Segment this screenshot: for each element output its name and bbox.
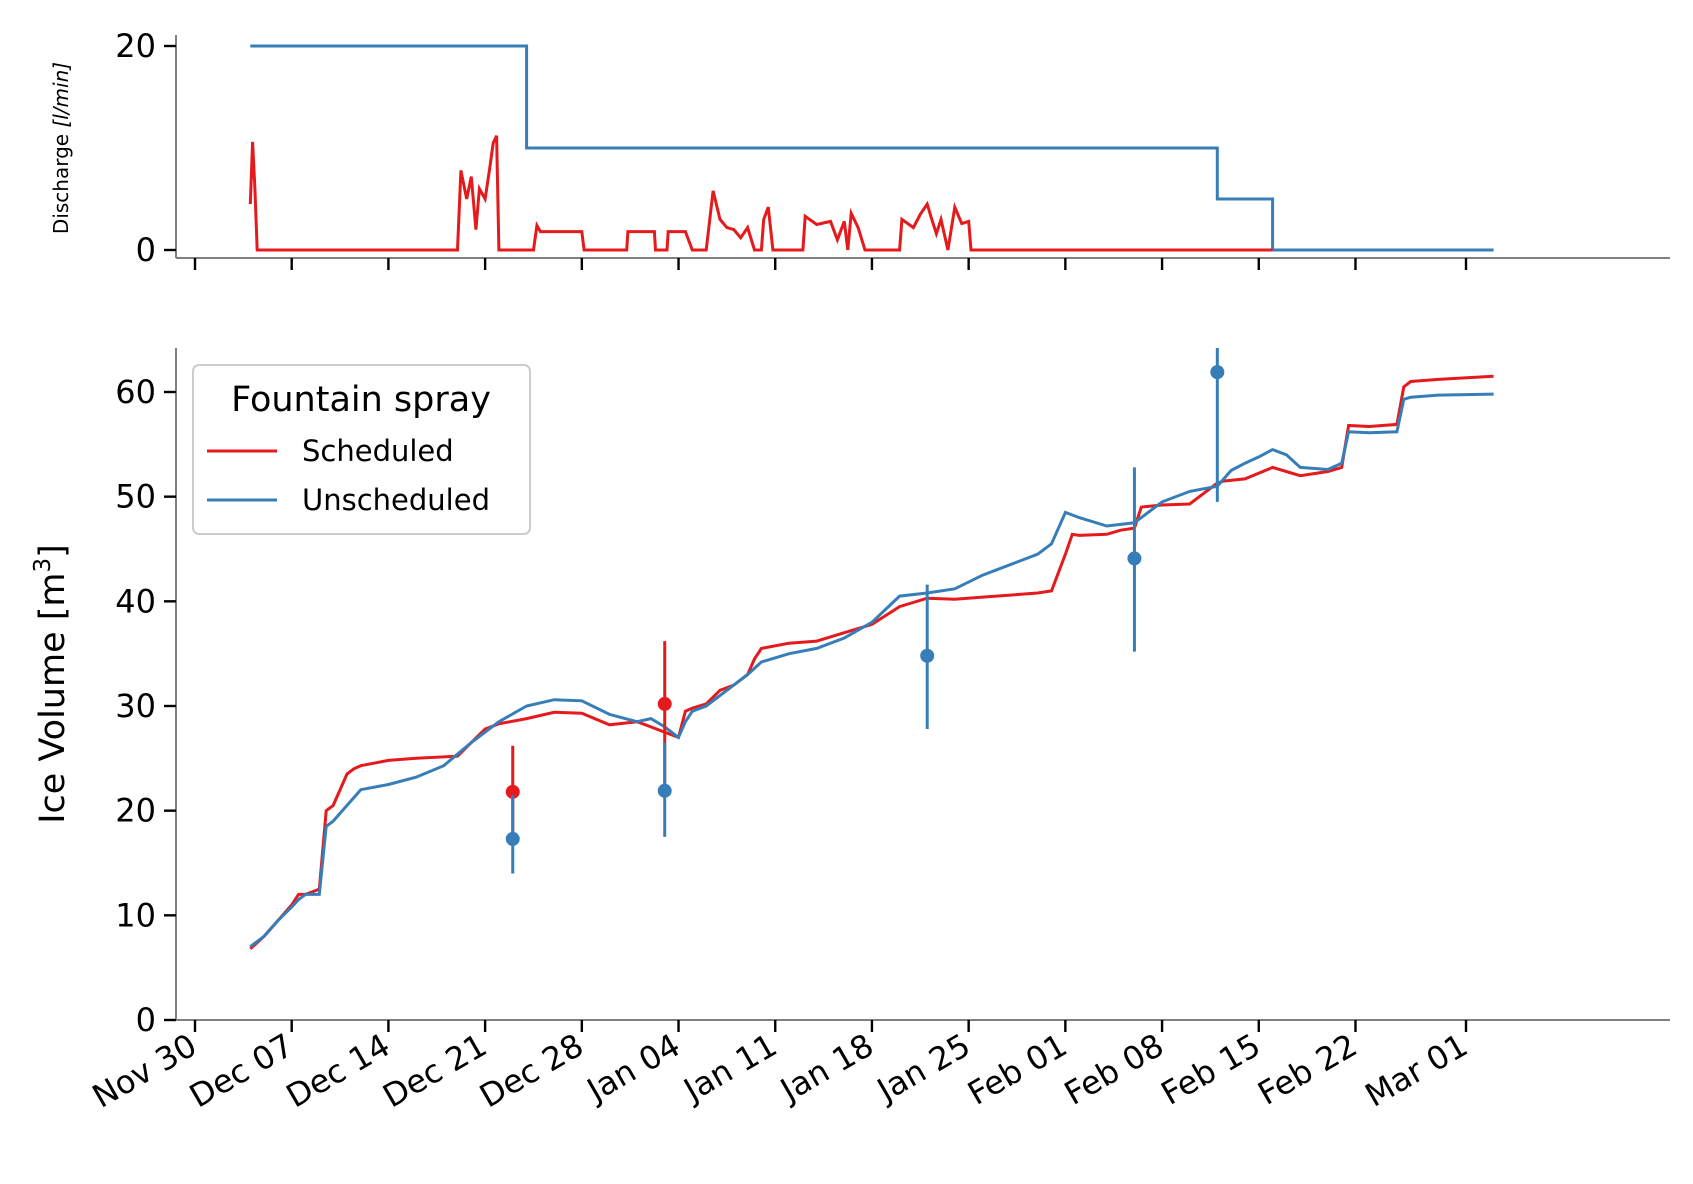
ice-volume-y-label-bracket: [m <box>33 573 73 621</box>
discharge-ytick-label-20: 20 <box>115 27 156 65</box>
ice-volume-y-ticks: 0 10 20 30 40 50 60 <box>115 373 176 1039</box>
ice-volume-ytick-label-60: 60 <box>115 373 156 411</box>
measurement-point-scheduled-2 <box>657 696 672 711</box>
ice-volume-xtick-label-dec-21: Dec 21 <box>376 1026 493 1115</box>
discharge-ytick-label-0: 0 <box>136 231 156 269</box>
ice-volume-xtick-label-dec-14: Dec 14 <box>280 1026 397 1115</box>
ice-volume-ytick-label-0: 0 <box>136 1001 156 1039</box>
legend-frame <box>192 364 531 535</box>
measurement-point-unscheduled-1 <box>505 831 520 846</box>
measurement-point-unscheduled-5 <box>1127 551 1142 566</box>
measurement-point-unscheduled-6 <box>1210 365 1225 380</box>
ice-volume-line-unscheduled <box>249 392 1494 948</box>
discharge-x-ticks <box>193 258 1468 270</box>
ice-volume-y-label-close: ] <box>33 544 73 558</box>
ice-volume-xtick-label-jan-18: Jan 18 <box>772 1026 880 1110</box>
ice-volume-xtick-label-jan-04: Jan 04 <box>579 1026 687 1110</box>
ice-volume-y-label: Ice Volume [m3] <box>30 544 73 824</box>
discharge-y-label-unit: [l/min] <box>49 62 73 128</box>
ice-volume-y-label-text: Ice Volume <box>33 620 73 824</box>
ice-volume-xtick-label-feb-08: Feb 08 <box>1058 1026 1170 1113</box>
ice-volume-xtick-label-feb-01: Feb 01 <box>961 1026 1073 1113</box>
legend-label-unscheduled: Unscheduled <box>302 483 490 517</box>
discharge-y-label-text: Discharge <box>49 128 73 235</box>
legend-label-scheduled: Scheduled <box>302 434 454 468</box>
discharge-line-scheduled <box>248 135 1273 252</box>
discharge-line-unscheduled <box>250 44 1494 252</box>
discharge-y-ticks: 0 20 <box>115 27 176 269</box>
ice-volume-xtick-label-nov-30: Nov 30 <box>86 1026 203 1116</box>
ice-volume-ytick-label-40: 40 <box>115 582 156 620</box>
measurement-point-scheduled-0 <box>505 784 520 799</box>
ice-volume-xtick-label-feb-22: Feb 22 <box>1251 1026 1363 1113</box>
ice-volume-ytick-label-10: 10 <box>115 896 156 934</box>
discharge-panel: 0 20 Discharge [l/min] <box>49 27 1670 270</box>
ice-volume-y-label-exponent: 3 <box>30 558 56 573</box>
ice-volume-xtick-label-jan-25: Jan 25 <box>869 1026 977 1110</box>
ice-volume-ytick-label-50: 50 <box>115 478 156 516</box>
measurement-point-unscheduled-3 <box>657 783 672 798</box>
ice-volume-line-scheduled <box>249 374 1494 950</box>
legend: Fountain spray Scheduled Unscheduled <box>192 364 531 535</box>
measurement-point-unscheduled-4 <box>920 648 935 663</box>
ice-volume-xtick-label-mar-01: Mar 01 <box>1359 1026 1474 1115</box>
ice-volume-xtick-label-jan-11: Jan 11 <box>676 1026 784 1110</box>
ice-volume-xtick-label-dec-07: Dec 07 <box>183 1026 300 1115</box>
ice-volume-ytick-label-20: 20 <box>115 792 156 830</box>
measurements <box>505 348 1225 874</box>
ice-volume-xtick-label-feb-15: Feb 15 <box>1155 1026 1267 1113</box>
ice-volume-xtick-label-dec-28: Dec 28 <box>473 1026 590 1115</box>
legend-title: Fountain spray <box>231 380 491 420</box>
discharge-y-label: Discharge [l/min] <box>49 62 73 234</box>
ice-volume-ytick-label-30: 30 <box>115 687 156 725</box>
